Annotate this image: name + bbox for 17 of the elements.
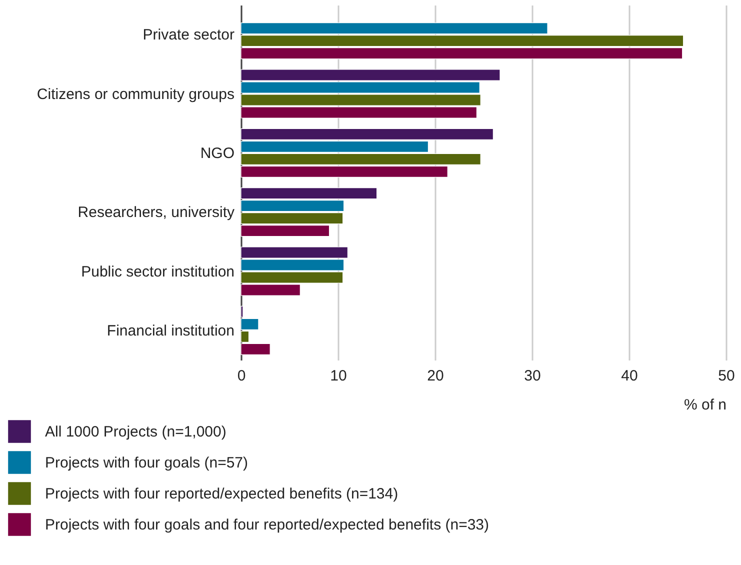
x-axis-title: % of n — [684, 396, 726, 414]
y-tick-label: Private sector — [142, 26, 234, 44]
x-tick-label: 40 — [621, 368, 638, 384]
x-tick-label: 30 — [524, 368, 541, 384]
x-tick-label: 10 — [330, 368, 347, 384]
legend-label: Projects with four goals (n=57) — [45, 454, 248, 472]
x-tick-label: 50 — [718, 368, 735, 384]
legend-label: All 1000 Projects (n=1,000) — [45, 424, 226, 440]
x-tick-label: 0 — [237, 368, 246, 384]
y-tick-label: NGO — [200, 144, 234, 162]
y-tick-label: Citizens or community groups — [36, 86, 234, 103]
y-tick-label: Financial institution — [106, 322, 234, 340]
legend-label: Projects with four goals and four reported/expected benefits (n=33) — [45, 516, 490, 534]
y-tick-label: Public sector institution — [81, 263, 234, 280]
legend-label: Projects with four reported/expected benefits (n=134) — [45, 486, 398, 502]
y-tick-label: Researchers, university — [78, 204, 235, 222]
x-tick-label: 20 — [427, 368, 444, 384]
